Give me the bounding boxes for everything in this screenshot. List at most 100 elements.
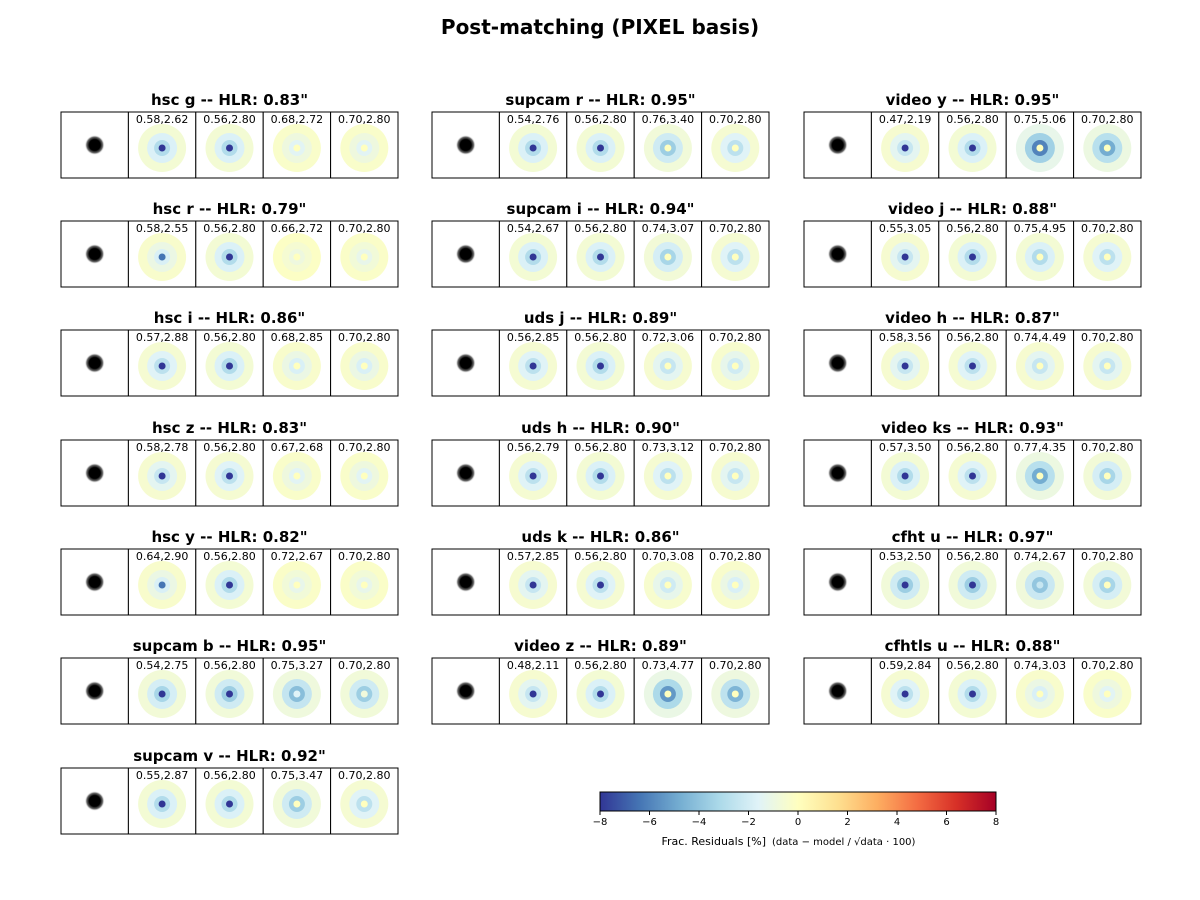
panel: uds h -- HLR: 0.90" 0.56,2.79 0.56,2.80 0.7…: [431, 419, 770, 507]
fit-params-label: 0.56,2.80: [946, 441, 998, 454]
fit-params-label: 0.70,2.80: [338, 113, 390, 126]
fit-params-label: 0.56,2.80: [203, 441, 255, 454]
fit-params-label: 0.56,2.80: [574, 441, 626, 454]
panel: uds j -- HLR: 0.89" 0.56,2.85 0.56,2.80 0.7…: [431, 309, 770, 397]
residual-center: [597, 472, 604, 480]
fit-params-label: 0.57,2.88: [136, 331, 188, 344]
panel: video y -- HLR: 0.95" 0.47,2.19 0.56,2.80 0…: [803, 91, 1142, 179]
fit-params-label: 0.56,2.80: [946, 550, 998, 563]
colorbar-tick-label: −2: [741, 817, 756, 828]
panel: supcam b -- HLR: 0.95" 0.54,2.75 0.56,2.80…: [60, 637, 399, 725]
psf-image: [455, 572, 476, 592]
residual-center: [360, 690, 368, 698]
colorbar-tick-label: −6: [642, 817, 657, 828]
panel-title: hsc z -- HLR: 0.83": [152, 419, 307, 437]
residual-center: [226, 144, 233, 152]
residual-center: [226, 690, 233, 698]
fit-params-label: 0.70,2.80: [1081, 331, 1133, 344]
colorbar-gradient: [599, 791, 997, 812]
psf-image: [84, 463, 105, 483]
fit-params-label: 0.55,3.05: [879, 222, 931, 235]
panel-title: cfht u -- HLR: 0.97": [892, 528, 1054, 546]
residual-center: [158, 144, 166, 152]
fit-params-label: 0.74,3.03: [1014, 659, 1066, 672]
panel: hsc y -- HLR: 0.82" 0.64,2.90 0.56,2.80 0.7…: [60, 528, 399, 616]
residual-center: [969, 362, 976, 370]
residual-center: [1036, 362, 1044, 370]
residual-center: [731, 362, 739, 370]
residual-center: [664, 144, 672, 152]
residual-center: [664, 690, 672, 698]
residual-center: [731, 253, 739, 261]
residual-center: [158, 472, 166, 480]
fit-params-label: 0.70,2.80: [338, 441, 390, 454]
fit-params-label: 0.70,2.80: [709, 550, 761, 563]
fit-params-label: 0.53,2.50: [879, 550, 931, 563]
fit-params-label: 0.70,2.80: [709, 113, 761, 126]
fit-params-label: 0.56,2.80: [574, 659, 626, 672]
fit-params-label: 0.70,2.80: [709, 222, 761, 235]
panel-title: hsc i -- HLR: 0.86": [154, 309, 305, 327]
fit-params-label: 0.56,2.80: [203, 769, 255, 782]
panel-title: supcam r -- HLR: 0.95": [505, 91, 695, 109]
residual-center: [969, 472, 976, 480]
psf-image: [84, 681, 105, 701]
fit-params-label: 0.70,2.80: [338, 222, 390, 235]
residual-center: [226, 472, 233, 480]
fit-params-label: 0.73,3.12: [642, 441, 694, 454]
fit-params-label: 0.70,2.80: [338, 659, 390, 672]
residual-center: [1103, 144, 1111, 152]
fit-params-label: 0.72,3.06: [642, 331, 694, 344]
fit-params-label: 0.58,3.56: [879, 331, 931, 344]
colorbar-tick-label: −4: [692, 817, 707, 828]
residual-center: [969, 581, 976, 589]
fit-params-label: 0.70,2.80: [709, 331, 761, 344]
residual-center: [158, 690, 166, 698]
fit-params-label: 0.70,2.80: [338, 769, 390, 782]
residual-center: [664, 472, 672, 480]
psf-cell: [60, 329, 129, 397]
colorbar-tick-label: 4: [894, 817, 900, 828]
fit-params-label: 0.70,2.80: [1081, 441, 1133, 454]
residual-center: [597, 581, 604, 589]
residual-center: [597, 362, 604, 370]
fit-params-label: 0.58,2.55: [136, 222, 188, 235]
fit-params-label: 0.57,2.85: [507, 550, 559, 563]
panel: supcam v -- HLR: 0.92" 0.55,2.87 0.56,2.80…: [60, 747, 399, 835]
fit-params-label: 0.70,2.80: [1081, 659, 1133, 672]
residual-center: [1036, 472, 1044, 480]
panel-grid: hsc g -- HLR: 0.83" 0.58,2.62 0.56,2.80 0.6…: [60, 91, 1142, 835]
residual-center: [1036, 581, 1044, 589]
residual-center: [664, 253, 672, 261]
fit-params-label: 0.55,2.87: [136, 769, 188, 782]
residual-center: [226, 800, 233, 808]
residual-center: [969, 144, 976, 152]
colorbar-label-formula: (data − model / √data · 100): [772, 837, 916, 848]
psf-image: [455, 681, 476, 701]
fit-params-label: 0.73,4.77: [642, 659, 694, 672]
panel: video ks -- HLR: 0.93" 0.57,3.50 0.56,2.80…: [803, 419, 1142, 507]
residual-center: [360, 581, 368, 589]
fit-params-label: 0.64,2.90: [136, 550, 188, 563]
panel-title: video y -- HLR: 0.95": [886, 91, 1060, 109]
residual-center: [529, 690, 537, 698]
colorbar-tick-label: 8: [993, 817, 999, 828]
psf-image: [827, 244, 848, 264]
fit-params-label: 0.70,2.80: [1081, 550, 1133, 563]
panel: hsc z -- HLR: 0.83" 0.58,2.78 0.56,2.80 0.6…: [60, 419, 399, 507]
residual-center: [1103, 472, 1111, 480]
residual-center: [597, 690, 604, 698]
residual-center: [1036, 690, 1044, 698]
fit-params-label: 0.47,2.19: [879, 113, 931, 126]
residual-center: [360, 800, 368, 808]
colorbar-tick-label: 6: [943, 817, 949, 828]
fit-params-label: 0.72,2.67: [271, 550, 323, 563]
residual-center: [1103, 362, 1111, 370]
fit-params-label: 0.75,4.95: [1014, 222, 1066, 235]
residual-center: [293, 144, 301, 152]
fit-params-label: 0.76,3.40: [642, 113, 694, 126]
residual-center: [360, 144, 368, 152]
panel-title: video ks -- HLR: 0.93": [881, 419, 1064, 437]
colorbar-label: Frac. Residuals [%]: [661, 835, 766, 848]
